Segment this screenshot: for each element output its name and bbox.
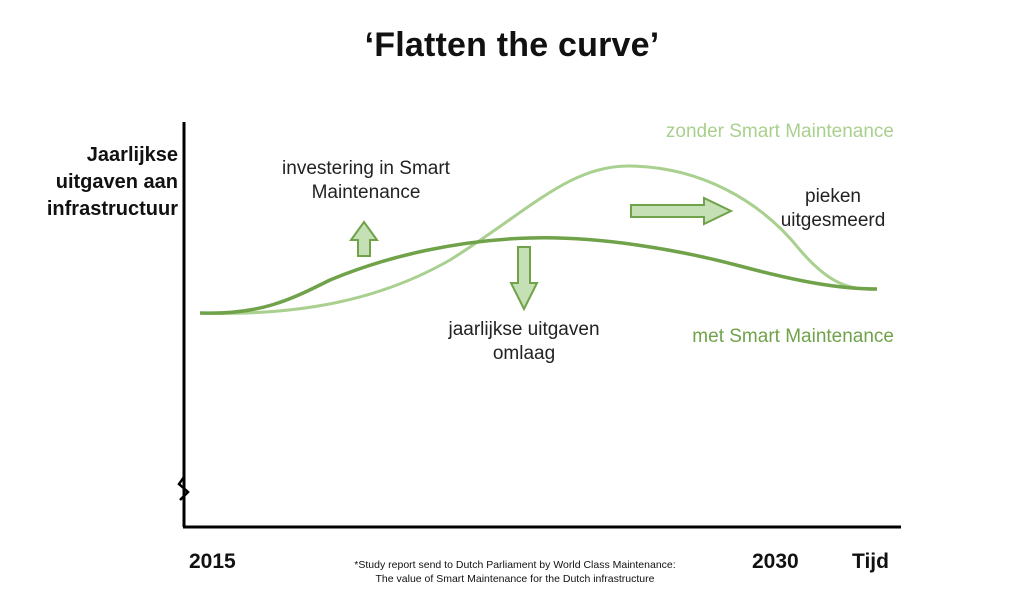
- y-axis-break: [177, 476, 190, 501]
- arrow-down-icon: [509, 246, 539, 312]
- annotation-pieken-uitgesmeerd: pieken uitgesmeerd: [780, 186, 886, 231]
- arrow-right-icon: [630, 196, 734, 226]
- curve-zonder-smart-maintenance: [199, 164, 878, 315]
- annotation-uitgaven-omlaag: jaarlijkse uitgaven omlaag: [448, 319, 600, 364]
- label-zonder-smart-maintenance: zonder Smart Maintenance: [665, 121, 894, 142]
- x-axis-label: Tijd: [852, 550, 889, 573]
- page-title: ‘Flatten the curve’: [364, 26, 660, 64]
- annotation-investering: investering in Smart Maintenance: [282, 158, 450, 203]
- x-tick-start: 2015: [189, 550, 236, 573]
- y-axis-label: Jaarlijkse uitgaven aan infrastructuur: [46, 144, 178, 220]
- curve-met-smart-maintenance: [199, 236, 878, 315]
- axes: [177, 122, 901, 529]
- x-tick-end: 2030: [752, 550, 799, 573]
- label-met-smart-maintenance: met Smart Maintenance: [692, 326, 894, 347]
- source-note: *Study report send to Dutch Parliament b…: [354, 559, 676, 585]
- arrow-up-icon: [349, 220, 379, 257]
